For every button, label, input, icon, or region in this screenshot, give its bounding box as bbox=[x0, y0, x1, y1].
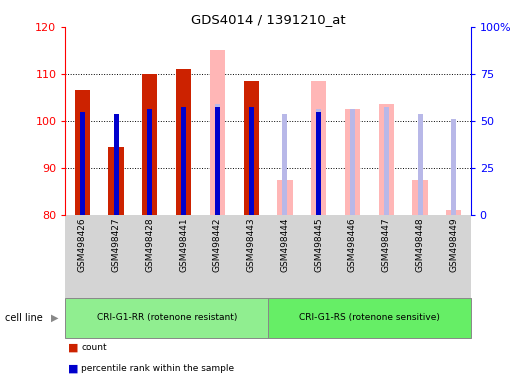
Bar bbox=[108, 147, 123, 215]
Bar bbox=[113, 114, 119, 215]
Bar bbox=[244, 81, 259, 215]
Text: ▶: ▶ bbox=[51, 313, 59, 323]
Text: ■: ■ bbox=[68, 343, 78, 353]
Bar bbox=[215, 104, 220, 215]
Bar bbox=[311, 81, 326, 215]
Bar bbox=[384, 107, 389, 215]
Bar bbox=[75, 90, 90, 215]
Bar bbox=[417, 114, 423, 215]
Title: GDS4014 / 1391210_at: GDS4014 / 1391210_at bbox=[191, 13, 345, 26]
Bar bbox=[215, 107, 220, 215]
Bar bbox=[316, 109, 321, 215]
Bar bbox=[379, 104, 394, 215]
Bar bbox=[446, 210, 461, 215]
Text: count: count bbox=[81, 343, 107, 352]
Bar bbox=[176, 69, 191, 215]
Bar bbox=[282, 114, 288, 215]
Text: CRI-G1-RS (rotenone sensitive): CRI-G1-RS (rotenone sensitive) bbox=[299, 313, 440, 322]
Bar bbox=[248, 107, 254, 215]
Bar bbox=[210, 50, 225, 215]
Bar bbox=[79, 112, 85, 215]
Bar bbox=[451, 119, 457, 215]
Bar bbox=[277, 180, 292, 215]
Bar bbox=[316, 112, 321, 215]
Bar bbox=[345, 109, 360, 215]
Bar bbox=[181, 107, 186, 215]
Bar bbox=[147, 109, 152, 215]
Text: CRI-G1-RR (rotenone resistant): CRI-G1-RR (rotenone resistant) bbox=[97, 313, 237, 322]
Bar bbox=[142, 74, 157, 215]
Bar bbox=[413, 180, 428, 215]
Text: percentile rank within the sample: percentile rank within the sample bbox=[81, 364, 234, 373]
Text: ■: ■ bbox=[68, 364, 78, 374]
Text: cell line: cell line bbox=[5, 313, 43, 323]
Bar bbox=[350, 109, 355, 215]
